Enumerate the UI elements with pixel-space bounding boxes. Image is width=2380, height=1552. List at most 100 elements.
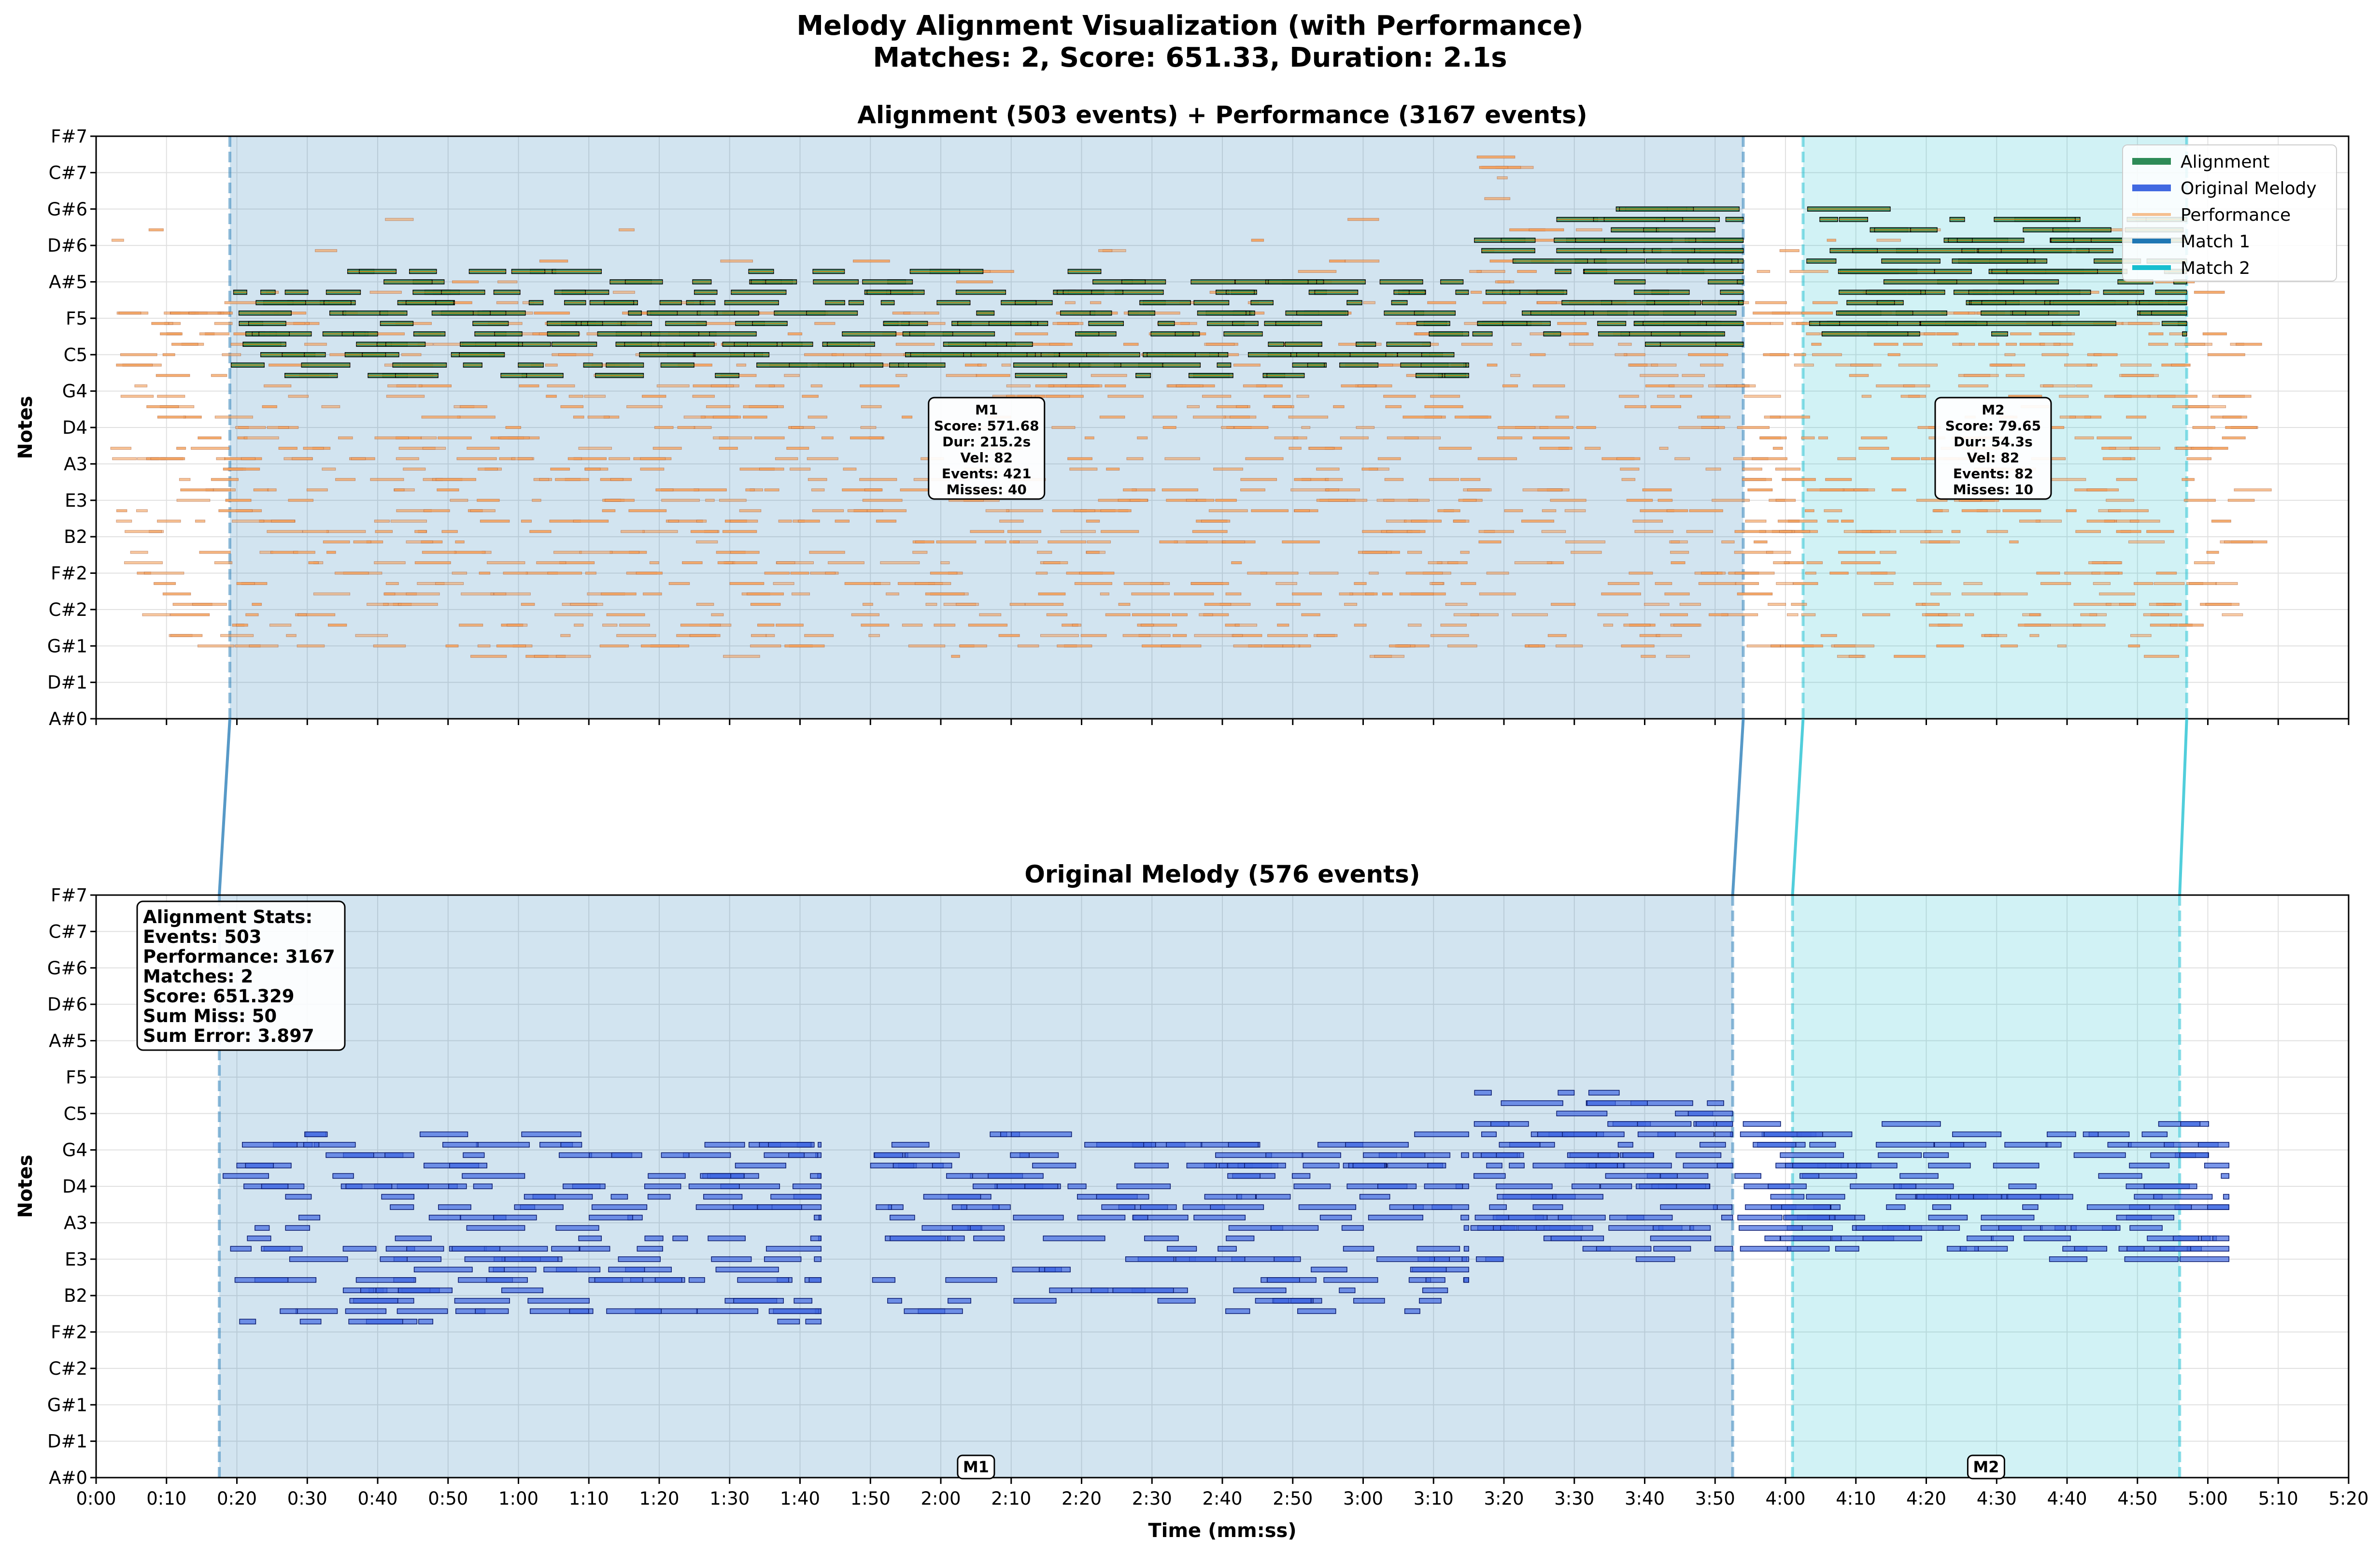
performance-note [2018, 624, 2051, 627]
performance-note [861, 405, 882, 408]
performance-note [199, 332, 230, 336]
original-note [261, 1246, 303, 1252]
performance-note [1679, 603, 1701, 606]
performance-note [1478, 540, 1502, 543]
original-note [770, 1194, 822, 1200]
performance-note [338, 436, 353, 440]
original-note [1228, 1142, 1259, 1148]
performance-note [304, 342, 327, 346]
performance-note [1680, 395, 1692, 398]
performance-note [1601, 592, 1641, 596]
top-y-axis-label: Notes [14, 396, 37, 459]
original-note [1893, 1183, 1916, 1189]
performance-note [1460, 582, 1476, 585]
original-note [1552, 1194, 1603, 1200]
original-note [589, 1214, 633, 1221]
performance-note [2194, 291, 2225, 294]
performance-note [2148, 332, 2164, 336]
performance-note [529, 530, 552, 533]
original-note [326, 1152, 374, 1158]
performance-note [1453, 613, 1479, 616]
original-note [1463, 1225, 1469, 1231]
performance-note [1734, 571, 1775, 575]
performance-note [861, 624, 890, 627]
performance-note [1172, 613, 1188, 616]
original-note [390, 1204, 414, 1210]
performance-note [436, 478, 476, 481]
original-note [1932, 1204, 1951, 1210]
original-note [2187, 1246, 2229, 1252]
performance-note [613, 291, 635, 294]
original-note [1623, 1163, 1672, 1168]
performance-note [1467, 488, 1492, 492]
performance-note [414, 530, 427, 533]
performance-note [1806, 561, 1823, 564]
y-tick-label: C#2 [49, 599, 87, 620]
performance-note [179, 478, 191, 481]
performance-note [112, 457, 137, 460]
bottom-panel-title: Original Melody (576 events) [1024, 860, 1420, 888]
performance-note [2097, 436, 2132, 440]
performance-note [696, 603, 714, 606]
performance-note [1190, 582, 1229, 585]
performance-note [1793, 582, 1818, 585]
original-note [1952, 1131, 2002, 1138]
original-note [579, 1246, 610, 1252]
performance-note [736, 363, 747, 367]
original-note [2204, 1163, 2229, 1168]
performance-note [1569, 342, 1594, 346]
original-note [1532, 1204, 1563, 1210]
performance-note [112, 239, 124, 242]
performance-note [315, 249, 338, 252]
performance-note [286, 634, 297, 637]
performance-note [2130, 519, 2160, 523]
performance-note [2059, 415, 2076, 419]
performance-note [865, 353, 905, 356]
performance-note [223, 468, 260, 471]
performance-note [353, 540, 371, 543]
original-note [2179, 1256, 2229, 1262]
bottom-plot-content [96, 895, 2349, 1478]
original-note [1414, 1131, 1469, 1138]
performance-note [1775, 498, 1796, 502]
original-note [1473, 1173, 1506, 1179]
performance-note [1541, 530, 1566, 533]
original-note [454, 1298, 510, 1304]
performance-note [313, 592, 351, 596]
original-note [737, 1277, 789, 1283]
performance-note [267, 488, 277, 492]
performance-note [1825, 478, 1852, 481]
original-note [1786, 1246, 1830, 1252]
original-note [559, 1152, 592, 1158]
performance-note [1900, 395, 1926, 398]
performance-note [1199, 613, 1213, 616]
performance-note [1471, 291, 1482, 294]
bottom-match-markers: M1 M2 [957, 1454, 2005, 1480]
performance-note [1512, 613, 1548, 616]
performance-note [1424, 405, 1463, 408]
performance-note [2143, 613, 2169, 616]
performance-note [1309, 447, 1335, 450]
performance-note [2202, 332, 2227, 336]
performance-note [843, 468, 857, 471]
performance-note [1137, 624, 1177, 627]
original-note [342, 1246, 377, 1252]
performance-note [765, 634, 775, 637]
bottom-x-axis-label: Time (mm:ss) [1148, 1520, 1296, 1542]
performance-note [1502, 384, 1518, 387]
performance-note [1208, 509, 1248, 513]
y-tick-label: A#5 [49, 1031, 87, 1052]
performance-note [1247, 571, 1267, 575]
original-note [1562, 1131, 1597, 1138]
performance-note [924, 312, 939, 315]
original-note [1044, 1267, 1071, 1273]
original-note [1474, 1090, 1492, 1096]
performance-note [860, 426, 877, 429]
performance-note [1090, 301, 1102, 304]
performance-note [156, 374, 190, 377]
original-note [1763, 1131, 1823, 1138]
performance-note [195, 519, 205, 523]
original-note [618, 1256, 661, 1262]
performance-note [422, 551, 456, 554]
performance-note [1316, 498, 1348, 502]
